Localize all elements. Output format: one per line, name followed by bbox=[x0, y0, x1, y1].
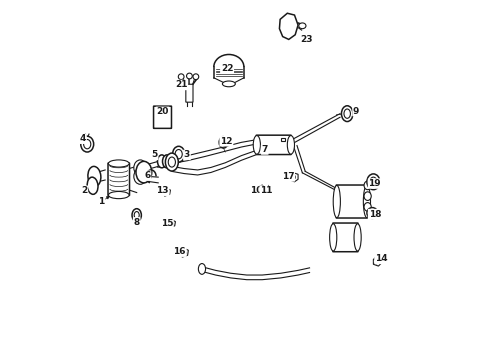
Text: 10: 10 bbox=[249, 186, 262, 195]
Ellipse shape bbox=[134, 212, 139, 219]
FancyBboxPatch shape bbox=[108, 163, 129, 195]
Ellipse shape bbox=[198, 264, 205, 274]
Text: 1: 1 bbox=[98, 197, 105, 206]
Ellipse shape bbox=[342, 106, 353, 122]
Ellipse shape bbox=[344, 109, 350, 118]
Text: 12: 12 bbox=[220, 137, 233, 146]
Text: 16: 16 bbox=[173, 247, 186, 256]
Text: 8: 8 bbox=[134, 218, 140, 227]
Ellipse shape bbox=[88, 166, 101, 186]
Ellipse shape bbox=[163, 155, 171, 168]
Ellipse shape bbox=[330, 224, 337, 251]
Text: 17: 17 bbox=[282, 172, 294, 181]
Ellipse shape bbox=[134, 168, 147, 184]
Ellipse shape bbox=[157, 155, 166, 168]
Text: 15: 15 bbox=[161, 219, 173, 228]
Text: 23: 23 bbox=[300, 35, 313, 44]
Ellipse shape bbox=[132, 209, 141, 222]
Text: 7: 7 bbox=[262, 145, 268, 154]
Text: 5: 5 bbox=[151, 150, 158, 159]
Ellipse shape bbox=[81, 136, 94, 152]
Text: 20: 20 bbox=[156, 107, 169, 116]
Ellipse shape bbox=[369, 210, 375, 216]
Ellipse shape bbox=[168, 157, 175, 167]
Ellipse shape bbox=[364, 192, 371, 201]
Text: 18: 18 bbox=[368, 210, 381, 219]
Bar bbox=[281, 138, 285, 141]
Ellipse shape bbox=[164, 190, 169, 194]
Ellipse shape bbox=[222, 81, 235, 87]
Polygon shape bbox=[279, 13, 298, 40]
Polygon shape bbox=[167, 220, 175, 227]
Polygon shape bbox=[258, 185, 265, 192]
Text: 6: 6 bbox=[145, 171, 150, 180]
Ellipse shape bbox=[108, 160, 129, 167]
Ellipse shape bbox=[108, 192, 129, 199]
Polygon shape bbox=[290, 173, 298, 182]
Ellipse shape bbox=[168, 221, 173, 226]
FancyBboxPatch shape bbox=[336, 185, 368, 218]
FancyBboxPatch shape bbox=[256, 135, 291, 154]
Ellipse shape bbox=[364, 185, 370, 218]
Ellipse shape bbox=[367, 174, 380, 190]
Text: 3: 3 bbox=[184, 150, 190, 159]
Polygon shape bbox=[163, 188, 171, 196]
Ellipse shape bbox=[175, 149, 182, 159]
Ellipse shape bbox=[370, 177, 377, 186]
Ellipse shape bbox=[87, 177, 98, 194]
Ellipse shape bbox=[180, 251, 186, 256]
Ellipse shape bbox=[187, 73, 192, 79]
Polygon shape bbox=[180, 248, 188, 257]
Ellipse shape bbox=[354, 224, 361, 251]
Ellipse shape bbox=[333, 185, 341, 218]
Polygon shape bbox=[373, 255, 382, 266]
Ellipse shape bbox=[134, 160, 147, 176]
Ellipse shape bbox=[178, 74, 184, 80]
Ellipse shape bbox=[259, 186, 264, 191]
Ellipse shape bbox=[193, 74, 199, 80]
Text: 4: 4 bbox=[80, 134, 86, 143]
Text: 19: 19 bbox=[368, 179, 381, 188]
Text: 11: 11 bbox=[260, 186, 273, 195]
FancyBboxPatch shape bbox=[333, 223, 358, 252]
FancyBboxPatch shape bbox=[153, 106, 172, 129]
Ellipse shape bbox=[287, 135, 294, 154]
Ellipse shape bbox=[136, 161, 152, 183]
Ellipse shape bbox=[84, 139, 91, 149]
Ellipse shape bbox=[367, 208, 378, 219]
FancyBboxPatch shape bbox=[186, 84, 193, 102]
Ellipse shape bbox=[364, 181, 371, 190]
Ellipse shape bbox=[299, 23, 306, 29]
Ellipse shape bbox=[253, 135, 260, 154]
Ellipse shape bbox=[373, 259, 379, 264]
Text: 13: 13 bbox=[156, 186, 169, 195]
Ellipse shape bbox=[172, 146, 185, 162]
Text: 14: 14 bbox=[375, 255, 388, 264]
Ellipse shape bbox=[290, 175, 295, 180]
Ellipse shape bbox=[166, 153, 178, 171]
Text: 9: 9 bbox=[353, 107, 359, 116]
Text: 2: 2 bbox=[81, 186, 88, 195]
Text: 22: 22 bbox=[221, 64, 233, 73]
Ellipse shape bbox=[364, 203, 371, 211]
Text: 21: 21 bbox=[175, 81, 187, 90]
